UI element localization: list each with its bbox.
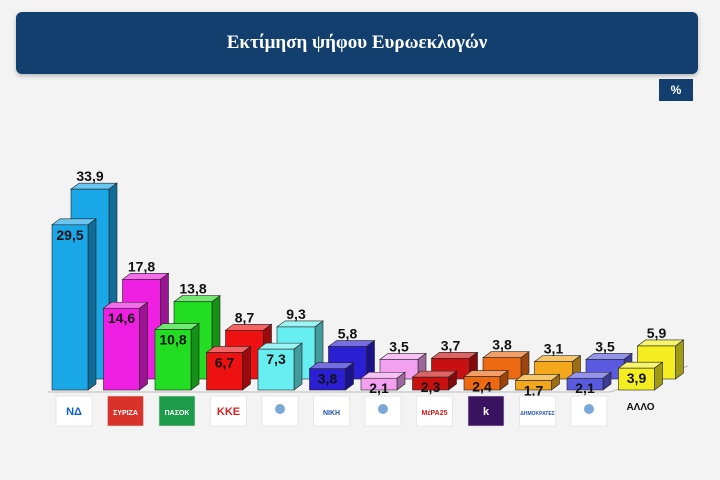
bar-10-back-label: 3,1 — [544, 341, 564, 357]
bar-1-front-label: 29,5 — [56, 227, 83, 243]
logo-allo: ΑΛΛΟ — [626, 402, 654, 413]
logo-text-9: k — [483, 406, 490, 418]
logo-tile-3 — [158, 395, 196, 427]
bar-11-front-front — [566, 377, 604, 391]
logo-mark-7 — [378, 404, 388, 414]
logo-tile-2 — [107, 395, 144, 427]
bar-2-front-label: 14,6 — [108, 310, 135, 326]
bar-3-front-label: 10,8 — [159, 332, 186, 348]
bar-1-front-side — [87, 218, 97, 391]
bar-10-front-label: 1,7 — [524, 382, 544, 398]
bar-12-back-side — [675, 339, 684, 380]
bar-4-front-label: 6,7 — [215, 354, 235, 370]
bar-11-back-label: 3,5 — [595, 338, 615, 354]
bar-11-front-label: 2,1 — [575, 380, 595, 396]
bar-3-front-front — [154, 329, 192, 391]
bar-5-front-label: 7,3 — [266, 351, 286, 367]
bar-12-front-label: 3,9 — [627, 370, 647, 386]
bar-8-front-front — [412, 376, 449, 391]
logo-text-6: ΝΙΚΗ — [323, 410, 340, 417]
bar-6-back-label: 5,8 — [338, 326, 358, 342]
bar-10-front-front — [515, 380, 552, 391]
bar-9-front-label: 2,4 — [472, 379, 492, 395]
logo-text-4: ΚΚΕ — [217, 406, 240, 418]
bar-6-front-label: 3,8 — [318, 371, 338, 387]
logo-tile-9 — [467, 395, 505, 427]
bar-7-back-label: 3,5 — [389, 338, 409, 354]
logo-tile-1 — [55, 395, 93, 427]
bar-12-back-label: 5,9 — [647, 325, 667, 341]
bar-2-back-label: 17,8 — [128, 258, 155, 274]
bar-4-front-side — [242, 345, 251, 391]
bar-12-front-front — [618, 367, 655, 391]
bar-3-back-label: 13,8 — [179, 281, 206, 297]
logo-text-3: ΠΑΣΟΚ — [165, 410, 190, 417]
logo-text-2: ΣΥΡΙΖΑ — [113, 410, 138, 417]
logo-mark-11 — [584, 404, 594, 414]
chart-title: Εκτίμηση ψήφου Ευρωεκλογών — [16, 12, 698, 74]
logo-tile-4 — [210, 395, 247, 427]
logo-text-10: ΔΗΜΟΚΡΑΤΕΣ — [520, 411, 554, 417]
bar-6-front-front — [309, 368, 346, 391]
bar-4-back-label: 8,7 — [235, 309, 255, 325]
bar-4-front-front — [206, 352, 243, 391]
logo-tile-6 — [313, 395, 350, 427]
bar-1-back-label: 33,9 — [76, 168, 103, 184]
logo-mark-5 — [275, 404, 285, 414]
bar-5-front-side — [293, 342, 303, 391]
bar-9-front-front — [463, 376, 501, 391]
bar-5-front-front — [257, 348, 295, 391]
logo-tile-8 — [416, 395, 453, 427]
bar-8-front-label: 2,3 — [421, 379, 441, 395]
bar-7-front-front — [360, 377, 398, 391]
bar-1-front-front — [51, 224, 89, 391]
bar-2-front-side — [139, 301, 148, 391]
bar-3-front-side — [190, 322, 200, 391]
logo-text-8: ΜέΡΑ25 — [422, 410, 448, 417]
bar-7-front-label: 2,1 — [369, 380, 389, 396]
logo-text-1: ΝΔ — [66, 406, 82, 418]
unit-badge: % — [659, 79, 693, 101]
bar-8-back-label: 3,7 — [441, 337, 461, 353]
bar-5-back-label: 9,3 — [286, 306, 306, 322]
logo-tile-10 — [519, 395, 556, 427]
bar-9-back-label: 3,8 — [492, 337, 512, 353]
bar-2-front-front — [103, 307, 140, 391]
